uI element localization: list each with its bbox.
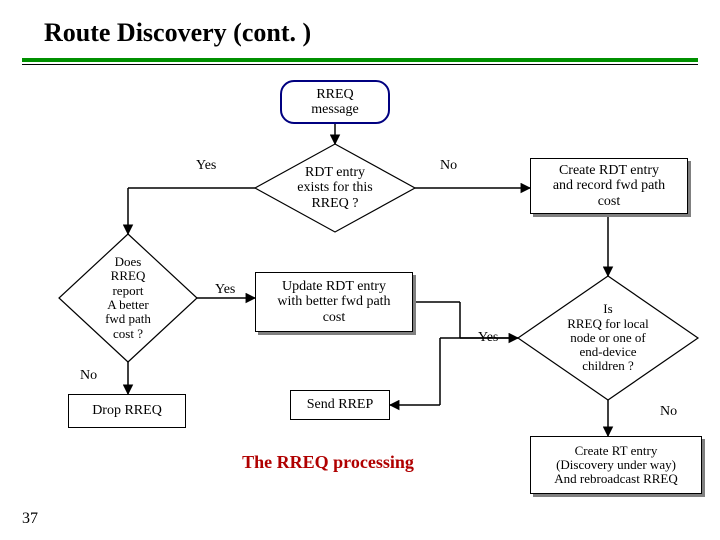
- node-rreq-message: RREQmessage: [280, 80, 390, 124]
- node-rreq-message-text: RREQmessage: [311, 87, 358, 118]
- label-yes2: Yes: [215, 282, 235, 298]
- node-send-rrep-text: Send RREP: [307, 397, 374, 412]
- node-create-rt-text: Create RT entry(Discovery under way)And …: [554, 444, 677, 487]
- node-create-rt: Create RT entry(Discovery under way)And …: [530, 436, 702, 494]
- title-underline-green: [22, 58, 698, 62]
- title-underline-black: [22, 64, 698, 65]
- caption: The RREQ processing: [208, 452, 448, 473]
- label-yes1: Yes: [196, 158, 216, 174]
- diamond-rdt-exists: [255, 144, 415, 232]
- label-yes3: Yes: [478, 330, 498, 346]
- node-update-rdt-text: Update RDT entrywith better fwd pathcost: [277, 279, 390, 325]
- node-update-rdt: Update RDT entrywith better fwd pathcost: [255, 272, 413, 332]
- slide-title: Route Discovery (cont. ): [44, 18, 311, 48]
- label-no3: No: [660, 404, 677, 420]
- diamond-is-local: [518, 276, 698, 400]
- label-no2: No: [80, 368, 97, 384]
- node-drop-rreq-text: Drop RREQ: [92, 403, 162, 418]
- diamond-does-better: [59, 234, 197, 362]
- node-create-rdt-text: Create RDT entryand record fwd pathcost: [553, 163, 665, 209]
- label-no1: No: [440, 158, 457, 174]
- page-number: 37: [22, 510, 38, 528]
- node-send-rrep: Send RREP: [290, 390, 390, 420]
- node-create-rdt: Create RDT entryand record fwd pathcost: [530, 158, 688, 214]
- node-drop-rreq: Drop RREQ: [68, 394, 186, 428]
